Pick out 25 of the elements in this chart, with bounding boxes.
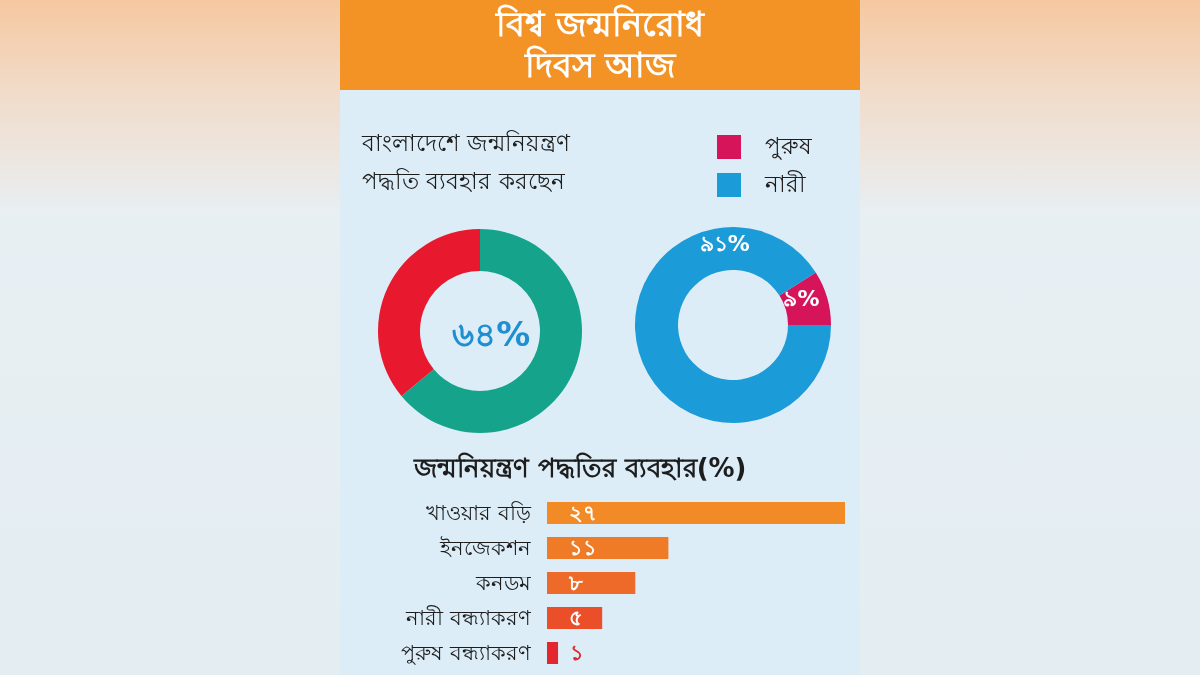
bar — [547, 572, 636, 594]
legend-label: নারী — [765, 169, 807, 199]
bar — [547, 607, 603, 629]
y-tick-label: খাওয়ার বড়ি — [426, 500, 532, 525]
data-label: ৯১% — [699, 231, 750, 257]
data-label: ১ — [570, 641, 585, 665]
y-tick-label: কনডম — [475, 570, 531, 595]
bar — [547, 537, 669, 559]
data-label: ৫ — [569, 606, 583, 630]
donut-slice — [635, 227, 831, 423]
chart-title: জন্মনিয়ন্ত্রণ পদ্ধতির ব্যবহার(%) — [413, 451, 747, 485]
data-label: ৯% — [783, 286, 820, 312]
data-label: ৮ — [568, 571, 583, 595]
chart-title: বিশ্ব জন্মনিরোধ দিবস আজ — [496, 4, 704, 86]
data-label: ১১ — [569, 536, 597, 560]
data-label: ৬৪% — [452, 313, 531, 354]
y-tick-label: নারী বন্ধ্যাকরণ — [405, 604, 531, 630]
data-label: ২৭ — [569, 501, 597, 525]
legend-label: পুরুষ — [765, 131, 813, 162]
bar — [547, 642, 559, 664]
donut-slice — [401, 229, 582, 433]
chart-subtitle: বাংলাদেশে জন্মনিয়ন্ত্রণ পদ্ধতি ব্যবহার করছেন — [362, 130, 571, 194]
y-tick-label: ইনজেকশন — [439, 535, 531, 560]
y-tick-label: পুরুষ বন্ধ্যাকরণ — [401, 640, 531, 665]
bar — [547, 502, 845, 524]
